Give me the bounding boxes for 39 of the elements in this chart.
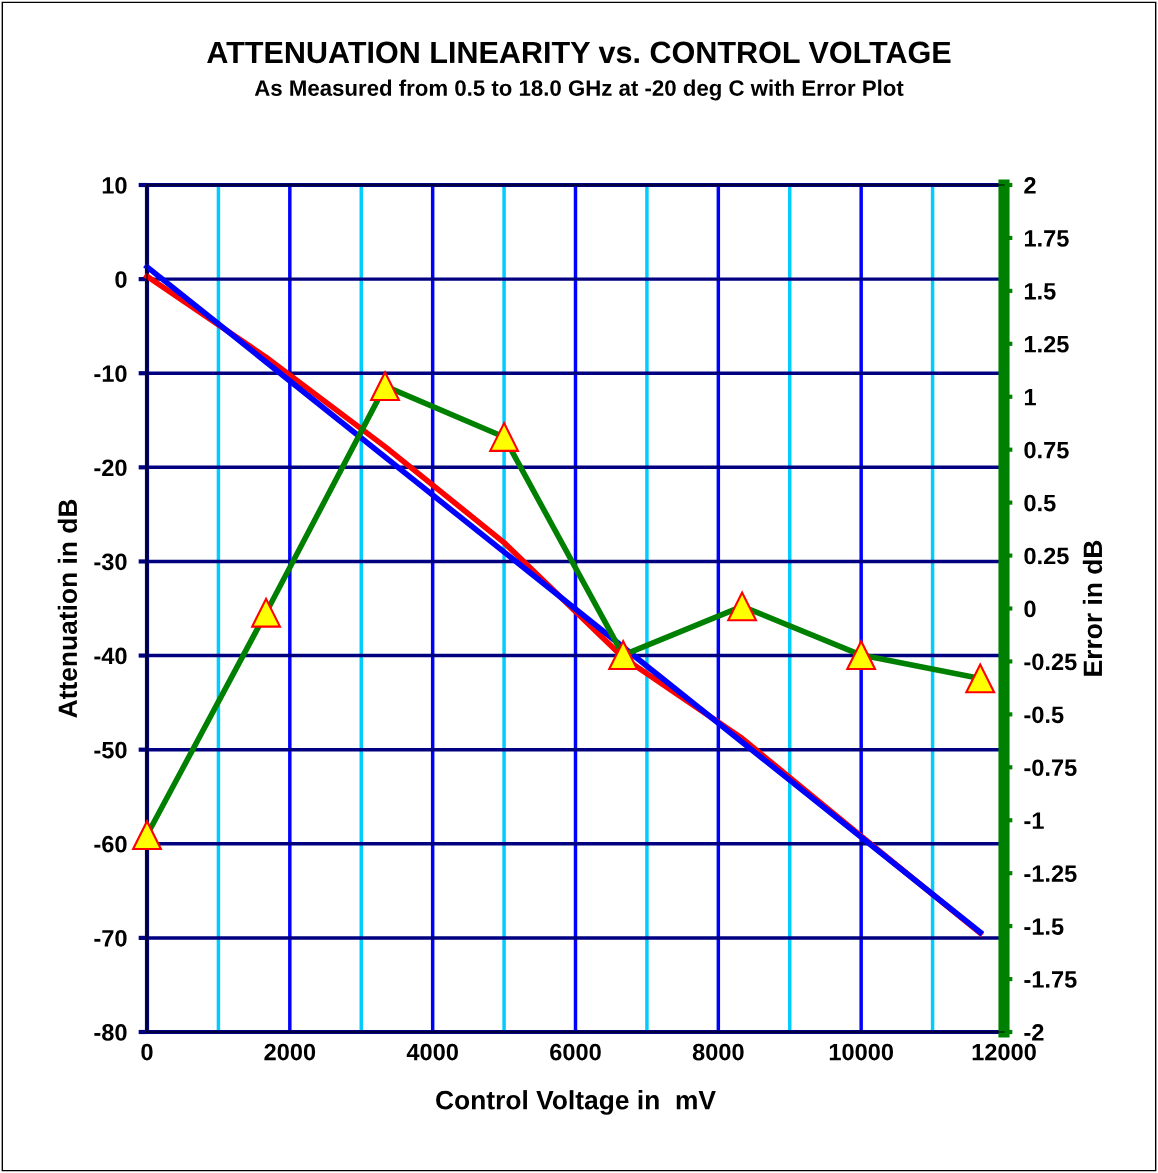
y2-tick-label: -1.25 [1024,865,1077,882]
y2-tick-label: -1.5 [1024,918,1064,935]
y2-tick-label: -0.75 [1024,759,1077,777]
y2-tick-label: 1.25 [1024,335,1069,353]
x-tick-label: 4000 [406,1043,458,1061]
x-tick-label: 2000 [264,1043,316,1061]
y2-axis-title: Error in dB [1082,540,1103,676]
y-tick-label: -70 [94,929,127,947]
y2-tick-label: -1 [1024,812,1044,829]
y2-tick-label: 1.5 [1024,283,1056,300]
x-tick-label: 12000 [972,1043,1036,1061]
y2-tick-label: 1 [1024,389,1036,406]
chart-title: ATTENUATION LINEARITY vs. CONTROL VOLTAGE [207,41,951,64]
y2-tick-label: -1.75 [1024,971,1077,988]
x-tick-label: 6000 [550,1043,601,1061]
y-tick-label: -40 [94,647,127,665]
y-tick-label: -60 [94,835,127,853]
y2-tick-label: 0.75 [1024,441,1069,459]
y2-tick-label: -0.5 [1024,706,1064,724]
y2-tick-label: 0.25 [1024,547,1069,565]
y2-tick-label: 2 [1024,177,1036,194]
y-tick-label: -10 [94,365,127,383]
y-tick-label: -20 [94,459,127,477]
y2-tick-label: 1.75 [1024,230,1069,247]
y-axis-title: Attenuation in dB [57,499,78,718]
x-axis-title: Control Voltage in mV [436,1090,716,1115]
y2-tick-label: -0.25 [1024,653,1077,671]
x-tick-label: 8000 [692,1043,744,1061]
y-tick-label: 10 [102,177,127,194]
y-tick-label: -80 [94,1024,127,1041]
y-tick-label: -50 [94,741,127,759]
y2-tick-label: 0.5 [1024,494,1056,512]
chart-subtitle: As Measured from 0.5 to 18.0 GHz at -20 deg C with Error Plot [254,79,904,101]
y-tick-label: 0 [115,271,127,288]
x-tick-label: 10000 [829,1043,894,1061]
y-tick-label: -30 [94,553,127,571]
x-tick-label: 0 [141,1043,153,1061]
y2-tick-label: 0 [1024,600,1036,618]
y2-tick-label: -2 [1024,1024,1044,1041]
